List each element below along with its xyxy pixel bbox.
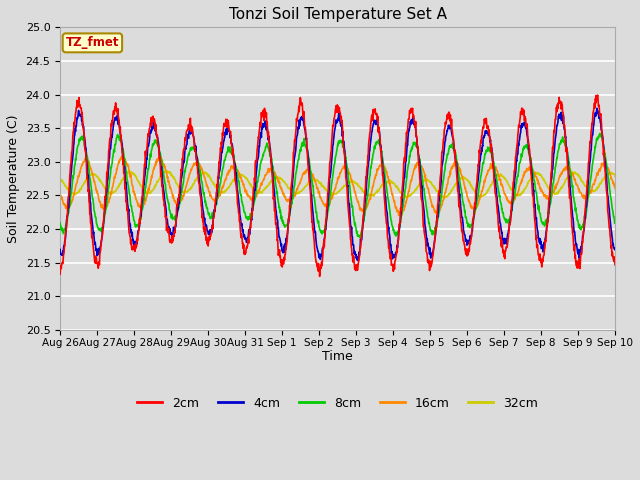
- Y-axis label: Soil Temperature (C): Soil Temperature (C): [7, 114, 20, 243]
- Legend: 2cm, 4cm, 8cm, 16cm, 32cm: 2cm, 4cm, 8cm, 16cm, 32cm: [132, 392, 543, 415]
- Title: Tonzi Soil Temperature Set A: Tonzi Soil Temperature Set A: [228, 7, 447, 22]
- Text: TZ_fmet: TZ_fmet: [66, 36, 119, 49]
- X-axis label: Time: Time: [322, 350, 353, 363]
